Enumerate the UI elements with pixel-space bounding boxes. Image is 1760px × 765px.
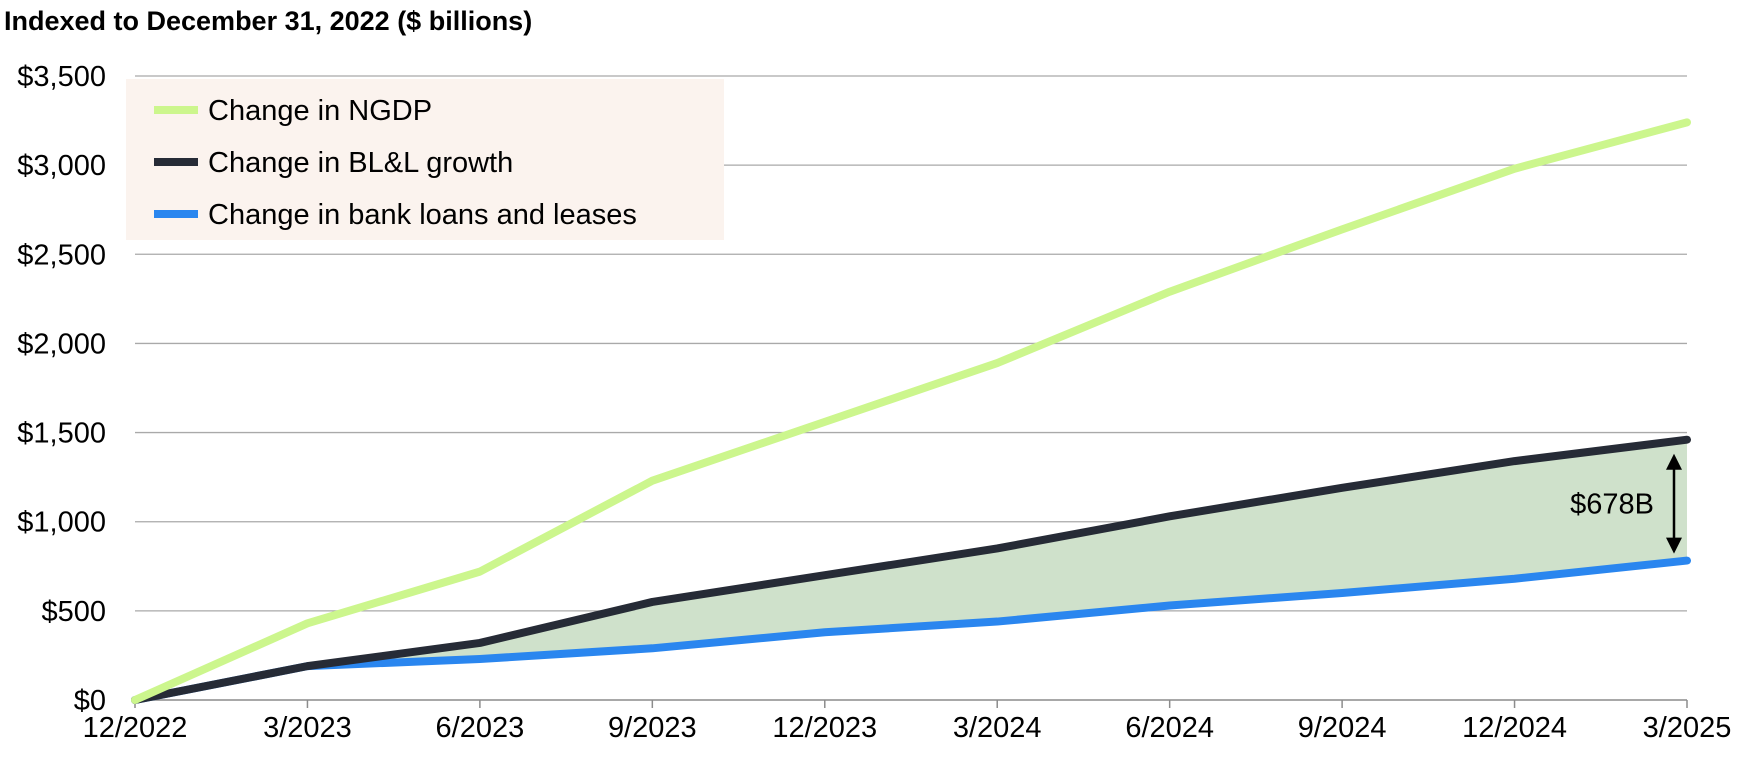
series-line-2 bbox=[131, 556, 1691, 704]
x-tick-label: 3/2024 bbox=[953, 712, 1042, 744]
x-axis: 12/2022 3/2023 6/2023 9/2023 12/2023 3/2024 6/… bbox=[83, 699, 1732, 744]
y-tick-label: $500 bbox=[41, 596, 106, 628]
annotation-label: $678B bbox=[1570, 489, 1654, 521]
x-tick-label: 12/2022 bbox=[83, 712, 188, 744]
y-tick-label: $3,000 bbox=[17, 150, 106, 182]
legend: Change in NGDP Change in BL&L growth Chang… bbox=[126, 79, 724, 240]
x-tick-label: 3/2025 bbox=[1643, 712, 1732, 744]
y-tick-label: $2,000 bbox=[17, 328, 106, 360]
y-tick-label: $1,500 bbox=[17, 418, 106, 450]
legend-label-1: Change in BL&L growth bbox=[208, 147, 513, 179]
legend-label-2: Change in bank loans and leases bbox=[208, 199, 637, 231]
series-line-1 bbox=[131, 435, 1691, 704]
y-tick-label: $0 bbox=[74, 685, 106, 717]
gridlines bbox=[135, 75, 1687, 612]
x-tick-label: 12/2024 bbox=[1462, 712, 1567, 744]
x-tick-label: 9/2024 bbox=[1298, 712, 1387, 744]
x-tick-label: 9/2023 bbox=[608, 712, 697, 744]
gap-annotation: $678B bbox=[1570, 453, 1682, 554]
legend-box bbox=[126, 79, 724, 240]
series-line-0 bbox=[131, 118, 1691, 704]
annotation-arrowhead-top bbox=[1666, 453, 1682, 470]
x-tick-label: 3/2023 bbox=[263, 712, 352, 744]
x-tick-label: 12/2023 bbox=[772, 712, 877, 744]
annotation-arrowhead-bottom bbox=[1666, 537, 1682, 554]
x-tick-label: 6/2023 bbox=[436, 712, 525, 744]
y-tick-label: $2,500 bbox=[17, 239, 106, 271]
chart-title: Indexed to December 31, 2022 ($ billions… bbox=[4, 6, 533, 36]
series-lines bbox=[131, 118, 1691, 704]
legend-label-0: Change in NGDP bbox=[208, 95, 432, 127]
x-tick-label: 6/2024 bbox=[1125, 712, 1214, 744]
y-tick-label: $1,000 bbox=[17, 507, 106, 539]
y-tick-label: $3,500 bbox=[17, 61, 106, 93]
y-axis-tick-labels: $0 $500 $1,000 $1,500 $2,000 $2,500 $3,000 $3,5… bbox=[17, 61, 106, 717]
